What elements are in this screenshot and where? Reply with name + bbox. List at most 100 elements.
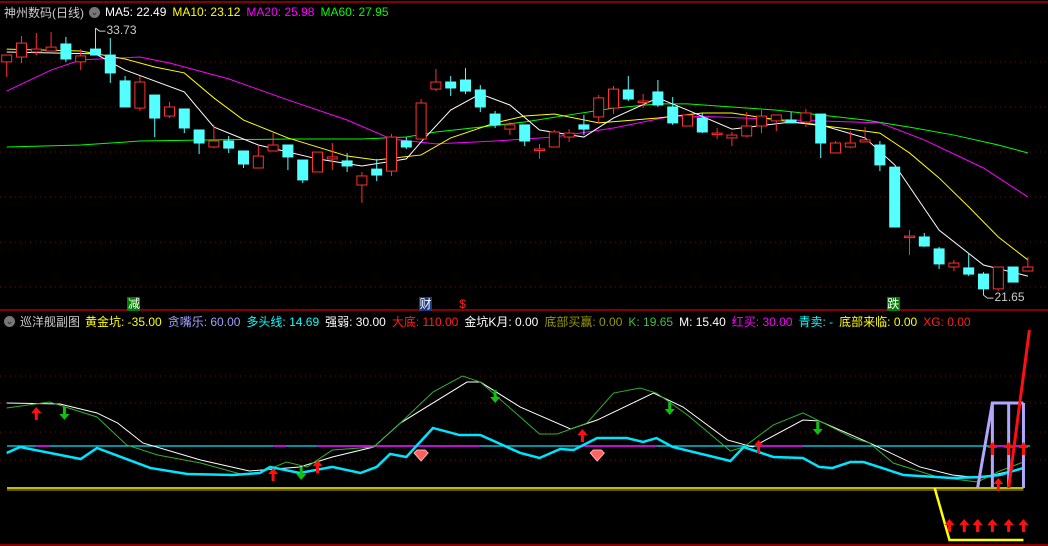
candle-down (815, 113, 827, 144)
candle-down (193, 129, 205, 144)
candle-up (548, 131, 560, 148)
candle-up (756, 115, 767, 127)
indicator-title: 巡洋舰副图 (20, 314, 81, 329)
candle-up (682, 114, 693, 127)
candle-down (400, 140, 412, 148)
candle-up (415, 102, 427, 140)
buy-arrow-icon (1018, 519, 1029, 533)
buy-arrow-icon (1018, 441, 1029, 455)
main-chart-header: 神州数码(日线) ⌄ MA5: 22.49 MA10: 23.12 MA20: 25… (4, 4, 400, 20)
indicator-legend-item: 底部买赢: 0.00 (544, 314, 623, 329)
indicator-legend-item: 大底: 110.00 (391, 314, 459, 329)
buy-arrow-icon (1003, 519, 1014, 533)
candle-down (578, 124, 590, 130)
candle-up (1, 54, 13, 63)
indicator-legend-item: 青卖: - (798, 314, 834, 329)
buy-arrow-icon (987, 441, 998, 455)
candle-up (356, 175, 368, 186)
candle-down (238, 150, 249, 165)
ma-line-ma60 (6, 103, 1029, 154)
ma-legend-item: MA20: 25.98 (246, 5, 315, 19)
buy-arrow-icon (993, 478, 1004, 492)
diamond-icon (589, 449, 605, 462)
candle-down (785, 119, 797, 124)
candle-up (267, 144, 279, 152)
candle-up (608, 88, 619, 109)
candle-down (667, 106, 679, 124)
candle-down (489, 113, 501, 126)
price-annotation: 21.65 (995, 290, 1025, 304)
candle-up (800, 112, 812, 123)
indicator-legend-item: 多头线: 14.69 (246, 314, 320, 329)
chevron-down-icon[interactable]: ⌄ (4, 315, 15, 327)
buy-arrow-icon (972, 519, 983, 533)
sell-arrow-icon (812, 422, 823, 436)
ma-legend-item: MA10: 23.12 (172, 5, 241, 19)
sell-arrow-icon (59, 407, 70, 421)
candle-up (312, 151, 323, 173)
candle-down (1007, 266, 1019, 283)
stock-title: 神州数码(日线) (4, 5, 84, 20)
candle-up (992, 266, 1004, 290)
candle-up (134, 81, 146, 109)
candle-down (460, 79, 471, 92)
sell-arrow-icon (664, 401, 675, 415)
signal-tag: 跌 (886, 297, 900, 311)
sell-arrow-icon (490, 389, 501, 403)
indicator-white-line (6, 381, 1024, 479)
buy-arrow-icon (944, 519, 955, 533)
candle-up (1022, 266, 1034, 272)
candle-up (726, 134, 738, 139)
candle-down (223, 140, 235, 149)
indicator-legend-item: 底部来临: 0.00 (839, 314, 918, 329)
candle-down (297, 159, 309, 181)
candle-up (637, 100, 649, 104)
candle-up (30, 48, 42, 53)
candle-up (593, 97, 605, 118)
indicator-legend-item: 黄金坑: -35.00 (85, 314, 162, 329)
candle-down (933, 248, 945, 265)
candle-down (119, 80, 131, 108)
candle-up (830, 142, 841, 154)
diamond-icon (413, 449, 429, 462)
candle-up (948, 262, 960, 268)
candle-down (963, 267, 975, 275)
bottom-spike-line (1007, 329, 1031, 489)
signal-tag: $ (459, 297, 466, 311)
buy-arrow-icon (753, 439, 764, 453)
candle-up (208, 140, 220, 148)
candle-up (504, 124, 516, 130)
ma-legend-item: MA5: 22.49 (105, 5, 167, 19)
candle-up (904, 235, 915, 239)
candle-up (844, 142, 856, 148)
candle-down (178, 108, 190, 129)
signal-tag: 财 (419, 297, 433, 311)
buy-arrow-icon (577, 428, 588, 442)
candle-up (859, 139, 871, 143)
ma-line-ma5 (6, 51, 1029, 277)
chevron-down-icon[interactable]: ⌄ (89, 6, 100, 18)
buy-arrow-icon (31, 407, 42, 421)
candle-down (445, 81, 457, 89)
signal-tag: 减 (127, 297, 141, 311)
candle-down (696, 117, 708, 133)
candle-down (341, 160, 353, 167)
candle-up (164, 106, 175, 117)
candle-down (652, 91, 664, 106)
ma-legend: MA5: 22.49 MA10: 23.12 MA20: 25.98 MA60: 27… (105, 5, 395, 19)
candle-down (874, 144, 886, 166)
buy-arrow-icon (1003, 441, 1014, 455)
candle-down (978, 273, 989, 290)
candle-down (889, 166, 901, 228)
bull-line (6, 426, 1024, 480)
candle-up (16, 42, 27, 58)
buy-arrow-icon (268, 467, 279, 481)
candle-up (770, 114, 782, 122)
candle-down (149, 94, 161, 119)
ma-legend-item: MA60: 27.95 (320, 5, 389, 19)
candle-up (252, 155, 264, 169)
buy-arrow-icon (312, 460, 323, 473)
buy-arrow-icon (987, 519, 998, 533)
indicator-legend-item: M: 15.40 (679, 314, 726, 329)
